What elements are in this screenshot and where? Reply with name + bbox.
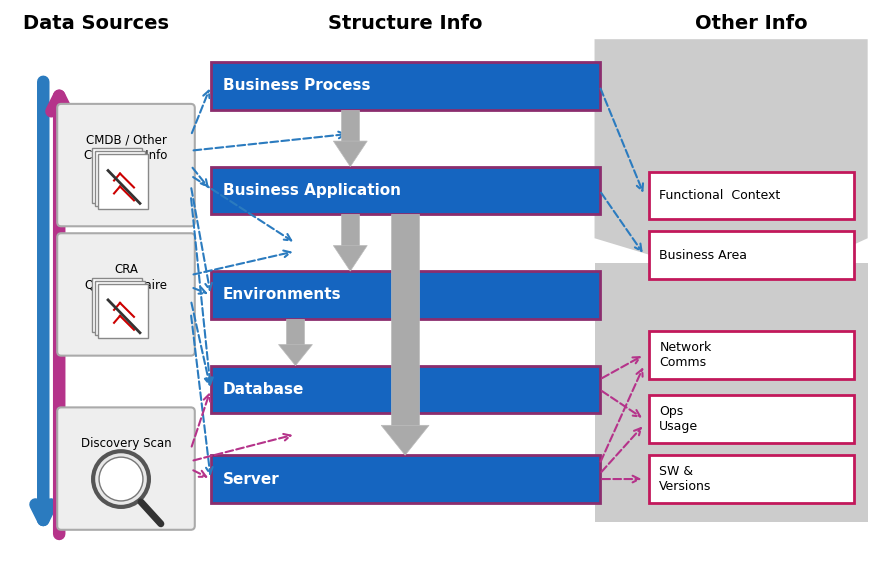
- Polygon shape: [595, 263, 868, 522]
- Text: Data Sources: Data Sources: [23, 14, 169, 34]
- FancyBboxPatch shape: [649, 172, 853, 219]
- FancyBboxPatch shape: [95, 151, 145, 206]
- Text: Business Process: Business Process: [223, 78, 370, 94]
- Circle shape: [93, 451, 149, 507]
- Polygon shape: [381, 425, 429, 455]
- Text: Ops
Usage: Ops Usage: [660, 406, 699, 433]
- Text: Discovery Scan: Discovery Scan: [81, 437, 172, 450]
- FancyBboxPatch shape: [649, 331, 853, 378]
- FancyBboxPatch shape: [92, 278, 142, 332]
- Text: Other Info: Other Info: [694, 14, 807, 34]
- Text: CRA: CRA: [114, 263, 138, 276]
- FancyBboxPatch shape: [57, 407, 195, 530]
- FancyBboxPatch shape: [98, 283, 148, 339]
- Polygon shape: [391, 214, 419, 425]
- Text: SW &
Versions: SW & Versions: [660, 465, 712, 493]
- FancyBboxPatch shape: [95, 281, 145, 336]
- Polygon shape: [341, 110, 359, 141]
- Polygon shape: [278, 345, 312, 366]
- FancyBboxPatch shape: [57, 104, 195, 226]
- Polygon shape: [333, 245, 367, 271]
- Text: Structure Info: Structure Info: [328, 14, 483, 34]
- Polygon shape: [286, 319, 304, 345]
- Text: Business Application: Business Application: [223, 183, 401, 198]
- Text: Network
Comms: Network Comms: [660, 341, 711, 369]
- Circle shape: [99, 457, 143, 501]
- Text: Environments: Environments: [223, 287, 341, 302]
- FancyBboxPatch shape: [92, 148, 142, 203]
- FancyBboxPatch shape: [649, 395, 853, 443]
- Polygon shape: [341, 214, 359, 245]
- Polygon shape: [595, 39, 868, 288]
- FancyBboxPatch shape: [211, 366, 599, 414]
- FancyBboxPatch shape: [98, 154, 148, 209]
- FancyBboxPatch shape: [57, 233, 195, 356]
- FancyBboxPatch shape: [211, 271, 599, 319]
- Text: Database: Database: [223, 382, 304, 397]
- FancyBboxPatch shape: [211, 455, 599, 503]
- FancyBboxPatch shape: [649, 231, 853, 279]
- Text: Functional  Context: Functional Context: [660, 189, 781, 202]
- Text: CMDB / Other: CMDB / Other: [85, 133, 166, 147]
- Text: Customer Info: Customer Info: [84, 149, 168, 162]
- Polygon shape: [333, 141, 367, 166]
- FancyBboxPatch shape: [649, 455, 853, 503]
- Text: Business Area: Business Area: [660, 249, 748, 262]
- Text: Questionnaire: Questionnaire: [84, 279, 167, 292]
- Text: Server: Server: [223, 471, 279, 487]
- FancyBboxPatch shape: [211, 166, 599, 214]
- FancyBboxPatch shape: [211, 62, 599, 110]
